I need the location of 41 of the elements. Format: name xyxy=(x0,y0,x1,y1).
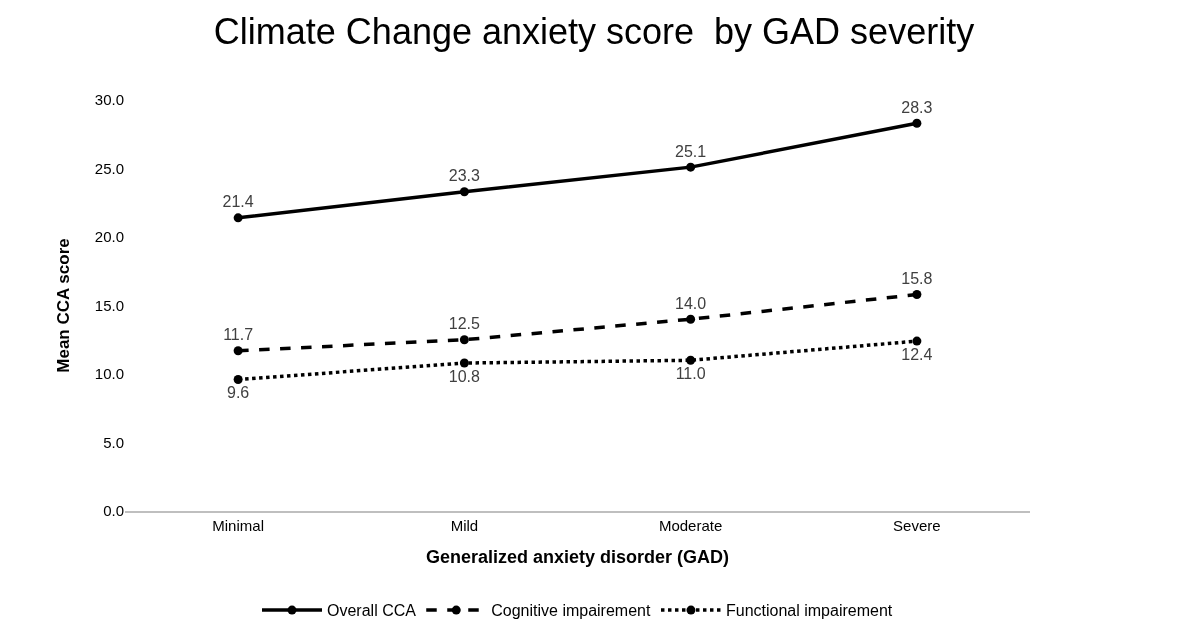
data-label: 11.7 xyxy=(223,326,254,344)
y-tick-label: 25.0 xyxy=(94,159,124,177)
x-tick-label: Severe xyxy=(893,516,941,534)
point xyxy=(459,335,469,345)
point xyxy=(233,374,243,384)
x-tick-label: Mild xyxy=(450,516,479,534)
data-label: 11.0 xyxy=(675,364,706,382)
y-tick-label: 5.0 xyxy=(103,433,124,451)
data-label: 12.4 xyxy=(901,345,933,363)
x-axis-title: Generalized anxiety disorder (GAD) xyxy=(425,547,730,568)
legend-label: Cognitive impairement xyxy=(491,602,651,620)
data-label: 15.8 xyxy=(901,269,933,287)
chart-title: Climate Change anxiety score by GAD severity xyxy=(213,11,975,53)
data-label: 9.6 xyxy=(227,384,250,402)
data-label: 10.8 xyxy=(448,367,481,385)
point xyxy=(233,213,243,223)
point xyxy=(233,346,243,356)
point xyxy=(912,336,922,346)
data-label: 25.1 xyxy=(675,142,707,160)
y-tick-label: 15.0 xyxy=(94,296,124,314)
point xyxy=(459,358,469,368)
y-tick-label: 0.0 xyxy=(103,502,124,520)
data-label: 21.4 xyxy=(222,193,254,211)
data-label: 23.3 xyxy=(448,167,481,185)
point xyxy=(912,290,922,300)
data-label: 28.3 xyxy=(901,98,933,116)
point xyxy=(912,118,922,128)
y-tick-label: 10.0 xyxy=(94,365,124,383)
point xyxy=(686,314,696,324)
y-axis-title: Mean CCA score xyxy=(54,238,74,373)
point xyxy=(686,355,696,365)
legend-label: Overall CCA xyxy=(327,602,417,620)
point xyxy=(686,162,696,172)
x-tick-label: Moderate xyxy=(658,516,723,534)
data-label: 14.0 xyxy=(675,294,707,312)
x-tick-label: Minimal xyxy=(212,516,264,534)
legend-label: Functional impairement xyxy=(725,602,893,620)
point xyxy=(459,187,469,197)
y-tick-label: 20.0 xyxy=(94,228,124,246)
data-label: 12.5 xyxy=(448,315,481,333)
y-tick-label: 30.0 xyxy=(94,91,124,109)
